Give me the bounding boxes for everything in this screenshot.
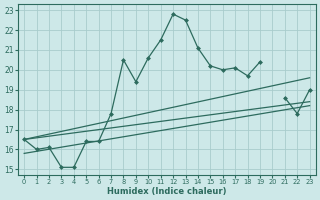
X-axis label: Humidex (Indice chaleur): Humidex (Indice chaleur) — [107, 187, 227, 196]
